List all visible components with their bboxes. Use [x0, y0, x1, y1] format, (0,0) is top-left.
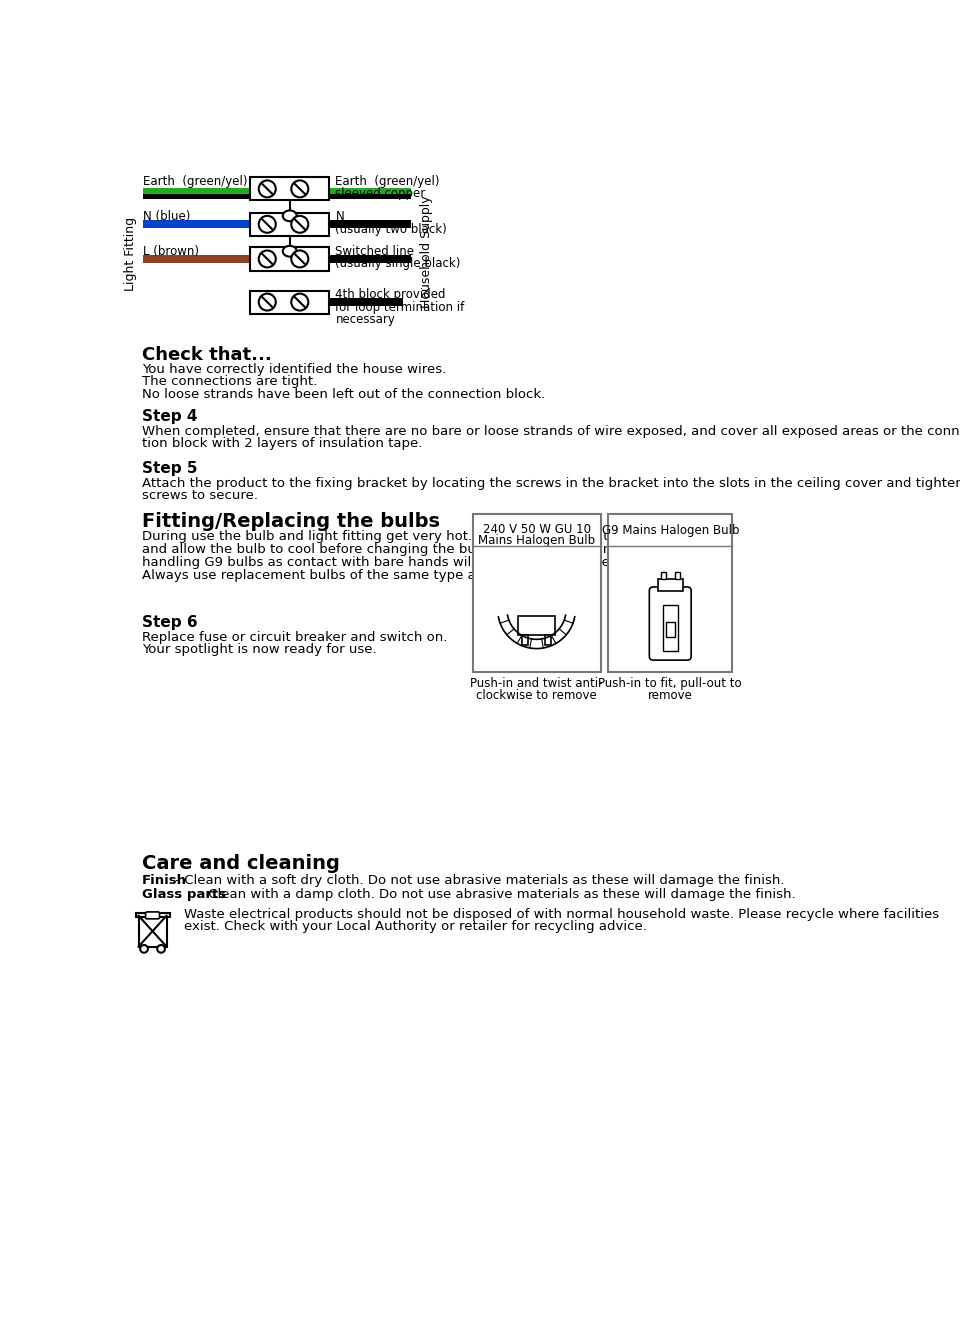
Text: 240 V 50 W GU 10: 240 V 50 W GU 10 — [483, 522, 590, 536]
Bar — [143, 255, 251, 263]
FancyBboxPatch shape — [649, 587, 691, 661]
Text: Step 4: Step 4 — [142, 410, 197, 424]
Bar — [518, 616, 555, 635]
Text: Fitting/Replacing the bulbs: Fitting/Replacing the bulbs — [142, 512, 440, 530]
Bar — [609, 514, 732, 672]
Bar — [143, 193, 251, 199]
Text: No loose strands have been left out of the connection block.: No loose strands have been left out of t… — [142, 388, 545, 400]
Text: Finish: Finish — [142, 874, 186, 888]
Text: Switched line: Switched line — [335, 244, 415, 258]
Text: The connections are tight.: The connections are tight. — [142, 375, 317, 388]
Text: Step 6: Step 6 — [142, 615, 198, 630]
Bar — [665, 622, 675, 637]
Text: Push-in and twist anti-: Push-in and twist anti- — [470, 677, 603, 690]
Text: 4th block provided: 4th block provided — [335, 289, 446, 301]
Text: You have correctly identified the house wires.: You have correctly identified the house … — [142, 363, 446, 376]
Bar — [658, 579, 683, 591]
Text: - Clean with a damp cloth. Do not use abrasive materials as these will damage th: - Clean with a damp cloth. Do not use ab… — [195, 888, 795, 901]
Text: N (blue): N (blue) — [143, 211, 191, 223]
Text: Mains Halogen Bulb: Mains Halogen Bulb — [478, 533, 595, 547]
Bar — [143, 220, 251, 228]
Text: Earth  (green/yel): Earth (green/yel) — [143, 175, 248, 188]
Text: tion block with 2 layers of insulation tape.: tion block with 2 layers of insulation t… — [142, 436, 422, 450]
Text: Earth  (green/yel): Earth (green/yel) — [335, 175, 440, 188]
Text: - Clean with a soft dry cloth. Do not use abrasive materials as these will damag: - Clean with a soft dry cloth. Do not us… — [171, 874, 784, 888]
Text: handling G9 bulbs as contact with bare hands will reduce the bulb life.: handling G9 bulbs as contact with bare h… — [142, 556, 613, 569]
Bar — [143, 188, 251, 193]
Bar — [329, 220, 411, 228]
Text: and allow the bulb to cool before changing the bulb. Use a cloth when: and allow the bulb to cool before changi… — [142, 543, 611, 556]
Bar — [329, 298, 403, 306]
Text: Household Supply: Household Supply — [420, 196, 433, 309]
Bar — [329, 193, 411, 199]
Circle shape — [157, 945, 165, 952]
Circle shape — [291, 251, 308, 267]
Bar — [545, 635, 551, 645]
Bar — [251, 247, 329, 270]
Circle shape — [291, 180, 308, 197]
Bar — [251, 290, 329, 314]
Text: (usually two black): (usually two black) — [335, 223, 447, 236]
Text: G9 Mains Halogen Bulb: G9 Mains Halogen Bulb — [602, 524, 739, 537]
Bar — [251, 212, 329, 236]
Text: Check that...: Check that... — [142, 346, 272, 364]
Text: Light Fitting: Light Fitting — [125, 216, 137, 290]
Circle shape — [259, 180, 276, 197]
Text: Step 5: Step 5 — [142, 462, 197, 477]
Circle shape — [291, 216, 308, 232]
Text: When completed, ensure that there are no bare or loose strands of wire exposed, : When completed, ensure that there are no… — [142, 424, 960, 438]
Text: Glass parts: Glass parts — [142, 888, 226, 901]
Bar — [329, 255, 411, 263]
Text: L (brown): L (brown) — [143, 244, 200, 258]
Text: for loop termination if: for loop termination if — [335, 301, 465, 313]
Bar — [662, 604, 678, 651]
Circle shape — [259, 294, 276, 310]
Circle shape — [140, 945, 148, 952]
Text: Attach the product to the fixing bracket by locating the screws in the bracket i: Attach the product to the fixing bracket… — [142, 477, 960, 490]
Text: Push-in to fit, pull-out to: Push-in to fit, pull-out to — [598, 677, 742, 690]
Bar — [135, 913, 170, 917]
Circle shape — [259, 251, 276, 267]
Text: Replace fuse or circuit breaker and switch on.: Replace fuse or circuit breaker and swit… — [142, 631, 447, 643]
Bar — [472, 514, 601, 672]
FancyBboxPatch shape — [146, 912, 159, 919]
Bar — [522, 635, 528, 645]
Circle shape — [291, 294, 308, 310]
Bar — [329, 188, 411, 193]
Ellipse shape — [283, 211, 297, 222]
Text: Always use replacement bulbs of the same type and wattage.: Always use replacement bulbs of the same… — [142, 569, 555, 583]
Text: Care and cleaning: Care and cleaning — [142, 854, 340, 873]
Text: screws to secure.: screws to secure. — [142, 489, 257, 502]
Text: During use the bulb and light fitting get very hot. Switch off the product: During use the bulb and light fitting ge… — [142, 530, 624, 543]
Text: N: N — [335, 211, 345, 223]
Text: sleeved copper: sleeved copper — [335, 187, 425, 200]
Bar — [251, 177, 329, 200]
Text: remove: remove — [648, 689, 693, 702]
Text: Waste electrical products should not be disposed of with normal household waste.: Waste electrical products should not be … — [183, 908, 939, 921]
Bar — [660, 572, 665, 579]
Text: Your spotlight is now ready for use.: Your spotlight is now ready for use. — [142, 643, 376, 657]
Text: necessary: necessary — [335, 313, 396, 326]
Circle shape — [259, 216, 276, 232]
Text: clockwise to remove: clockwise to remove — [476, 689, 597, 702]
Bar — [138, 916, 166, 947]
Bar — [675, 572, 680, 579]
Text: exist. Check with your Local Authority or retailer for recycling advice.: exist. Check with your Local Authority o… — [183, 920, 646, 933]
Text: (usually single black): (usually single black) — [335, 258, 461, 270]
Ellipse shape — [283, 246, 297, 257]
